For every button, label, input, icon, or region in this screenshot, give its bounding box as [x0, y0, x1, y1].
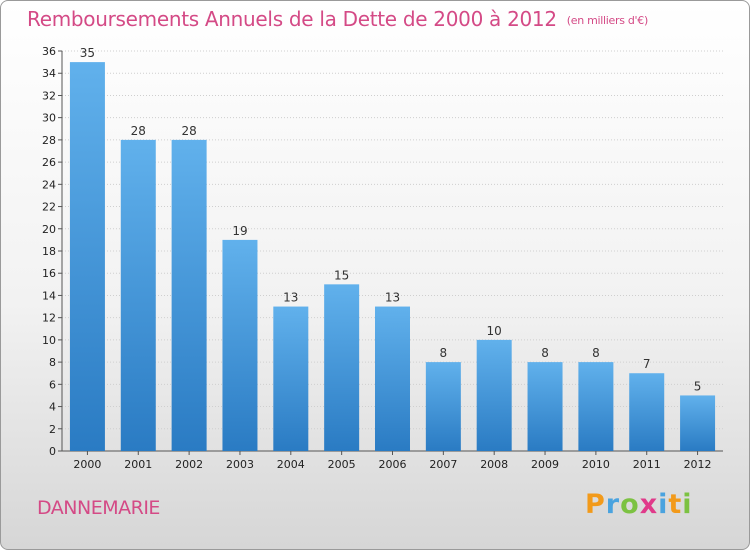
value-label-2001: 28 — [131, 124, 146, 138]
y-tick-label: 28 — [42, 134, 56, 147]
bar-2007 — [425, 362, 461, 451]
commune-name: DANNEMARIE — [37, 497, 160, 519]
bar-2005 — [324, 284, 360, 451]
bar-2006 — [375, 306, 410, 451]
value-label-2007: 8 — [440, 346, 448, 360]
y-tick-label: 36 — [42, 45, 56, 58]
value-label-2005: 15 — [334, 268, 349, 282]
x-tick-label-2009: 2009 — [531, 458, 559, 471]
logo-letter: i — [682, 489, 693, 520]
logo-letter: t — [668, 489, 683, 520]
value-label-2004: 13 — [283, 291, 298, 305]
value-label-2010: 8 — [592, 346, 600, 360]
y-tick-label: 18 — [42, 245, 56, 258]
y-tick-label: 8 — [49, 356, 56, 369]
logo-letter: i — [658, 489, 669, 520]
x-tick-label-2012: 2012 — [684, 458, 712, 471]
proxiti-logo[interactable]: Proxiti — [585, 489, 693, 520]
value-label-2002: 28 — [181, 124, 196, 138]
y-tick-label: 2 — [49, 423, 56, 436]
logo-letter: o — [620, 489, 640, 520]
x-tick-label-2004: 2004 — [277, 458, 305, 471]
x-tick-label-2001: 2001 — [124, 458, 152, 471]
bar-2002 — [171, 139, 207, 451]
value-label-2008: 10 — [487, 324, 502, 338]
y-tick-label: 10 — [42, 334, 56, 347]
x-tick-label-2003: 2003 — [226, 458, 254, 471]
logo-letter: x — [639, 489, 659, 520]
x-tick-label-2011: 2011 — [633, 458, 661, 471]
bar-2003 — [222, 239, 258, 451]
title-text: Remboursements Annuels de la Dette de 20… — [27, 7, 557, 31]
logo-letter: r — [605, 489, 621, 520]
bar-2004 — [273, 306, 309, 451]
bar-2011 — [629, 373, 665, 451]
value-label-2009: 8 — [541, 346, 549, 360]
value-label-2012: 5 — [694, 379, 702, 393]
y-tick-label: 16 — [42, 267, 56, 280]
x-tick-label-2010: 2010 — [582, 458, 610, 471]
y-tick-label: 22 — [42, 201, 56, 214]
y-tick-label: 34 — [42, 67, 56, 80]
x-tick-label-2002: 2002 — [175, 458, 203, 471]
y-tick-label: 26 — [42, 156, 56, 169]
x-tick-label-2008: 2008 — [480, 458, 508, 471]
y-tick-label: 12 — [42, 312, 56, 325]
x-tick-label-2000: 2000 — [73, 458, 101, 471]
chart-title: Remboursements Annuels de la Dette de 20… — [27, 7, 648, 31]
bar-2012 — [680, 395, 716, 451]
y-tick-label: 24 — [42, 178, 56, 191]
y-tick-label: 0 — [49, 445, 56, 458]
bar-2008 — [476, 339, 512, 451]
y-tick-label: 4 — [49, 401, 56, 414]
x-tick-label-2005: 2005 — [328, 458, 356, 471]
y-tick-label: 30 — [42, 112, 56, 125]
bar-2009 — [527, 362, 563, 451]
y-tick-label: 14 — [42, 289, 56, 302]
x-tick-label-2006: 2006 — [379, 458, 407, 471]
value-label-2011: 7 — [643, 357, 651, 371]
value-label-2000: 35 — [80, 46, 95, 60]
y-tick-label: 6 — [49, 378, 56, 391]
bar-2010 — [578, 362, 614, 451]
bars — [69, 62, 716, 451]
bar-2000 — [69, 62, 105, 451]
logo-letter: P — [585, 489, 606, 520]
x-tick-label-2007: 2007 — [429, 458, 457, 471]
bar-2001 — [120, 139, 156, 451]
title-unit: (en milliers d'€) — [566, 14, 648, 27]
y-tick-label: 32 — [42, 89, 56, 102]
y-tick-label: 20 — [42, 223, 56, 236]
value-label-2006: 13 — [385, 291, 400, 305]
value-label-2003: 19 — [232, 224, 247, 238]
data-labels: 35 28 28 19 13 15 13 8 10 8 8 7 5 — [80, 46, 702, 393]
